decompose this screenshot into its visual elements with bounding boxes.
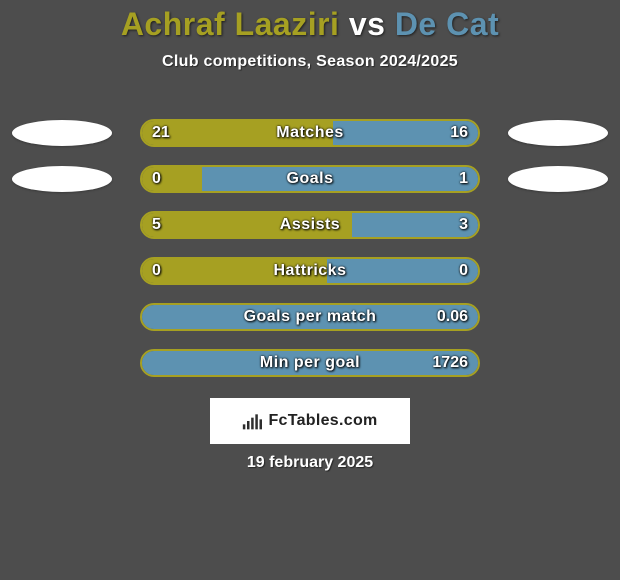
metric-label: Hattricks (140, 248, 480, 294)
player-b-name: De Cat (395, 6, 499, 42)
metric-label: Goals per match (140, 294, 480, 340)
generated-date: 19 february 2025 (0, 454, 620, 472)
metric-row: 01Goals (0, 156, 620, 202)
player-a-avatar (12, 166, 112, 192)
metric-label: Assists (140, 202, 480, 248)
brand-label: FcTables.com (268, 412, 377, 430)
comparison-title: Achraf Laaziri vs De Cat (0, 6, 620, 43)
vs-label: vs (349, 6, 386, 42)
metric-row: 1726Min per goal (0, 340, 620, 386)
brand-badge: FcTables.com (210, 398, 410, 444)
season-subtitle: Club competitions, Season 2024/2025 (0, 53, 620, 71)
metric-label: Goals (140, 156, 480, 202)
metric-row: 53Assists (0, 202, 620, 248)
metric-row: 00Hattricks (0, 248, 620, 294)
metric-label: Min per goal (140, 340, 480, 386)
player-b-avatar (508, 120, 608, 146)
player-b-avatar (508, 166, 608, 192)
metric-row: 0.06Goals per match (0, 294, 620, 340)
metric-row: 2116Matches (0, 110, 620, 156)
player-a-avatar (12, 120, 112, 146)
metric-label: Matches (140, 110, 480, 156)
infographic-canvas: Achraf Laaziri vs De Cat Club competitio… (0, 0, 620, 580)
fctables-logo-icon (242, 411, 262, 431)
player-a-name: Achraf Laaziri (121, 6, 340, 42)
